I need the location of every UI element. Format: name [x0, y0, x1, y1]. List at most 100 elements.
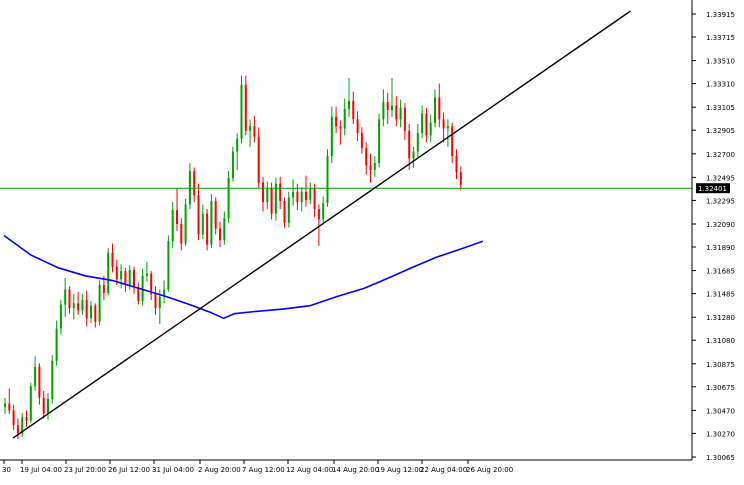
candle-body [64, 289, 67, 305]
candle [219, 221, 221, 248]
candle [257, 127, 260, 189]
candle [313, 183, 316, 218]
candle-body [300, 191, 303, 203]
candle [335, 106, 338, 134]
candle-body [120, 271, 123, 280]
candle [356, 111, 359, 142]
candle [421, 105, 424, 138]
candle-body [163, 289, 166, 297]
candle [408, 123, 411, 170]
candle-body [98, 284, 101, 322]
candle-body [133, 270, 135, 288]
candle [266, 181, 269, 210]
candle-body [223, 218, 226, 241]
trendline [12, 10, 631, 439]
candle [210, 194, 213, 249]
candle [21, 412, 24, 437]
candle-body [335, 116, 338, 127]
x-tick-label: 12 Aug 04:00 [286, 466, 333, 474]
candle [412, 146, 415, 168]
candle [16, 418, 19, 440]
candle [227, 171, 230, 223]
candle [206, 209, 209, 251]
candle-body [68, 289, 71, 308]
y-tick-label: 1.33105 [706, 104, 735, 112]
candle [77, 291, 80, 315]
candle [137, 282, 140, 305]
candle [154, 286, 157, 315]
candle-body [416, 133, 419, 152]
candle-body [399, 107, 402, 120]
candle [223, 211, 226, 245]
candle-body [296, 191, 299, 203]
candle-body [408, 130, 411, 159]
candle-body [240, 84, 243, 139]
candle-body [16, 425, 19, 434]
candle-body [317, 209, 320, 220]
candle-body [378, 119, 381, 164]
candle [262, 176, 264, 212]
candle-body [373, 163, 376, 170]
x-tick-label: 30 [2, 466, 11, 474]
candle [434, 89, 436, 128]
candle-body [339, 126, 342, 129]
candle [274, 177, 277, 221]
candle-body [90, 305, 92, 319]
candle-body [55, 328, 58, 361]
candle [240, 75, 243, 144]
candle-body [330, 116, 333, 157]
candle-body [305, 191, 307, 200]
candle [34, 356, 37, 391]
candle-body [29, 386, 32, 421]
candle-body [274, 183, 277, 214]
candle [339, 120, 342, 145]
candle-body [343, 108, 346, 129]
candle-body [326, 156, 329, 204]
candle [253, 115, 256, 143]
candle-body [107, 252, 110, 294]
candle-body [214, 200, 217, 229]
candle-body [176, 210, 178, 224]
x-tick-label: 26 Aug 20:00 [466, 466, 513, 474]
candle-body [459, 172, 462, 185]
candle-body [167, 241, 170, 290]
candle-body [38, 366, 41, 398]
y-tick-label: 1.30470 [706, 407, 735, 415]
moving-average-line [3, 234, 484, 320]
candle-body [150, 273, 153, 295]
x-tick-label: 19 Jul 04:00 [20, 466, 62, 474]
y-tick-label: 1.30270 [706, 430, 735, 438]
candle-body [421, 113, 424, 134]
candle [455, 149, 458, 180]
candle [51, 355, 54, 404]
candle [214, 197, 217, 235]
candle-body [42, 397, 45, 414]
candle-body [128, 270, 131, 285]
candle [81, 294, 84, 315]
candle [382, 89, 385, 127]
candle [8, 388, 11, 414]
candle [25, 410, 28, 427]
candle-body [47, 398, 49, 414]
candle [94, 303, 97, 328]
y-tick-label: 1.32495 [706, 174, 735, 182]
candle [451, 122, 454, 164]
candle-body [442, 119, 445, 129]
candle-body [262, 182, 264, 203]
candle [378, 113, 381, 168]
candle [399, 99, 402, 128]
candle-body [236, 138, 239, 152]
candle-body [102, 284, 105, 294]
candle [171, 202, 174, 249]
candle-body [356, 119, 359, 134]
candle [330, 106, 333, 164]
y-tick-label: 1.31080 [706, 337, 735, 345]
candle [176, 188, 178, 231]
candle-body [227, 177, 230, 219]
candle [98, 280, 101, 326]
y-tick-label: 1.33310 [706, 81, 735, 89]
candle [373, 156, 376, 177]
y-tick-label: 1.31485 [706, 291, 735, 299]
candle-body [81, 299, 84, 311]
